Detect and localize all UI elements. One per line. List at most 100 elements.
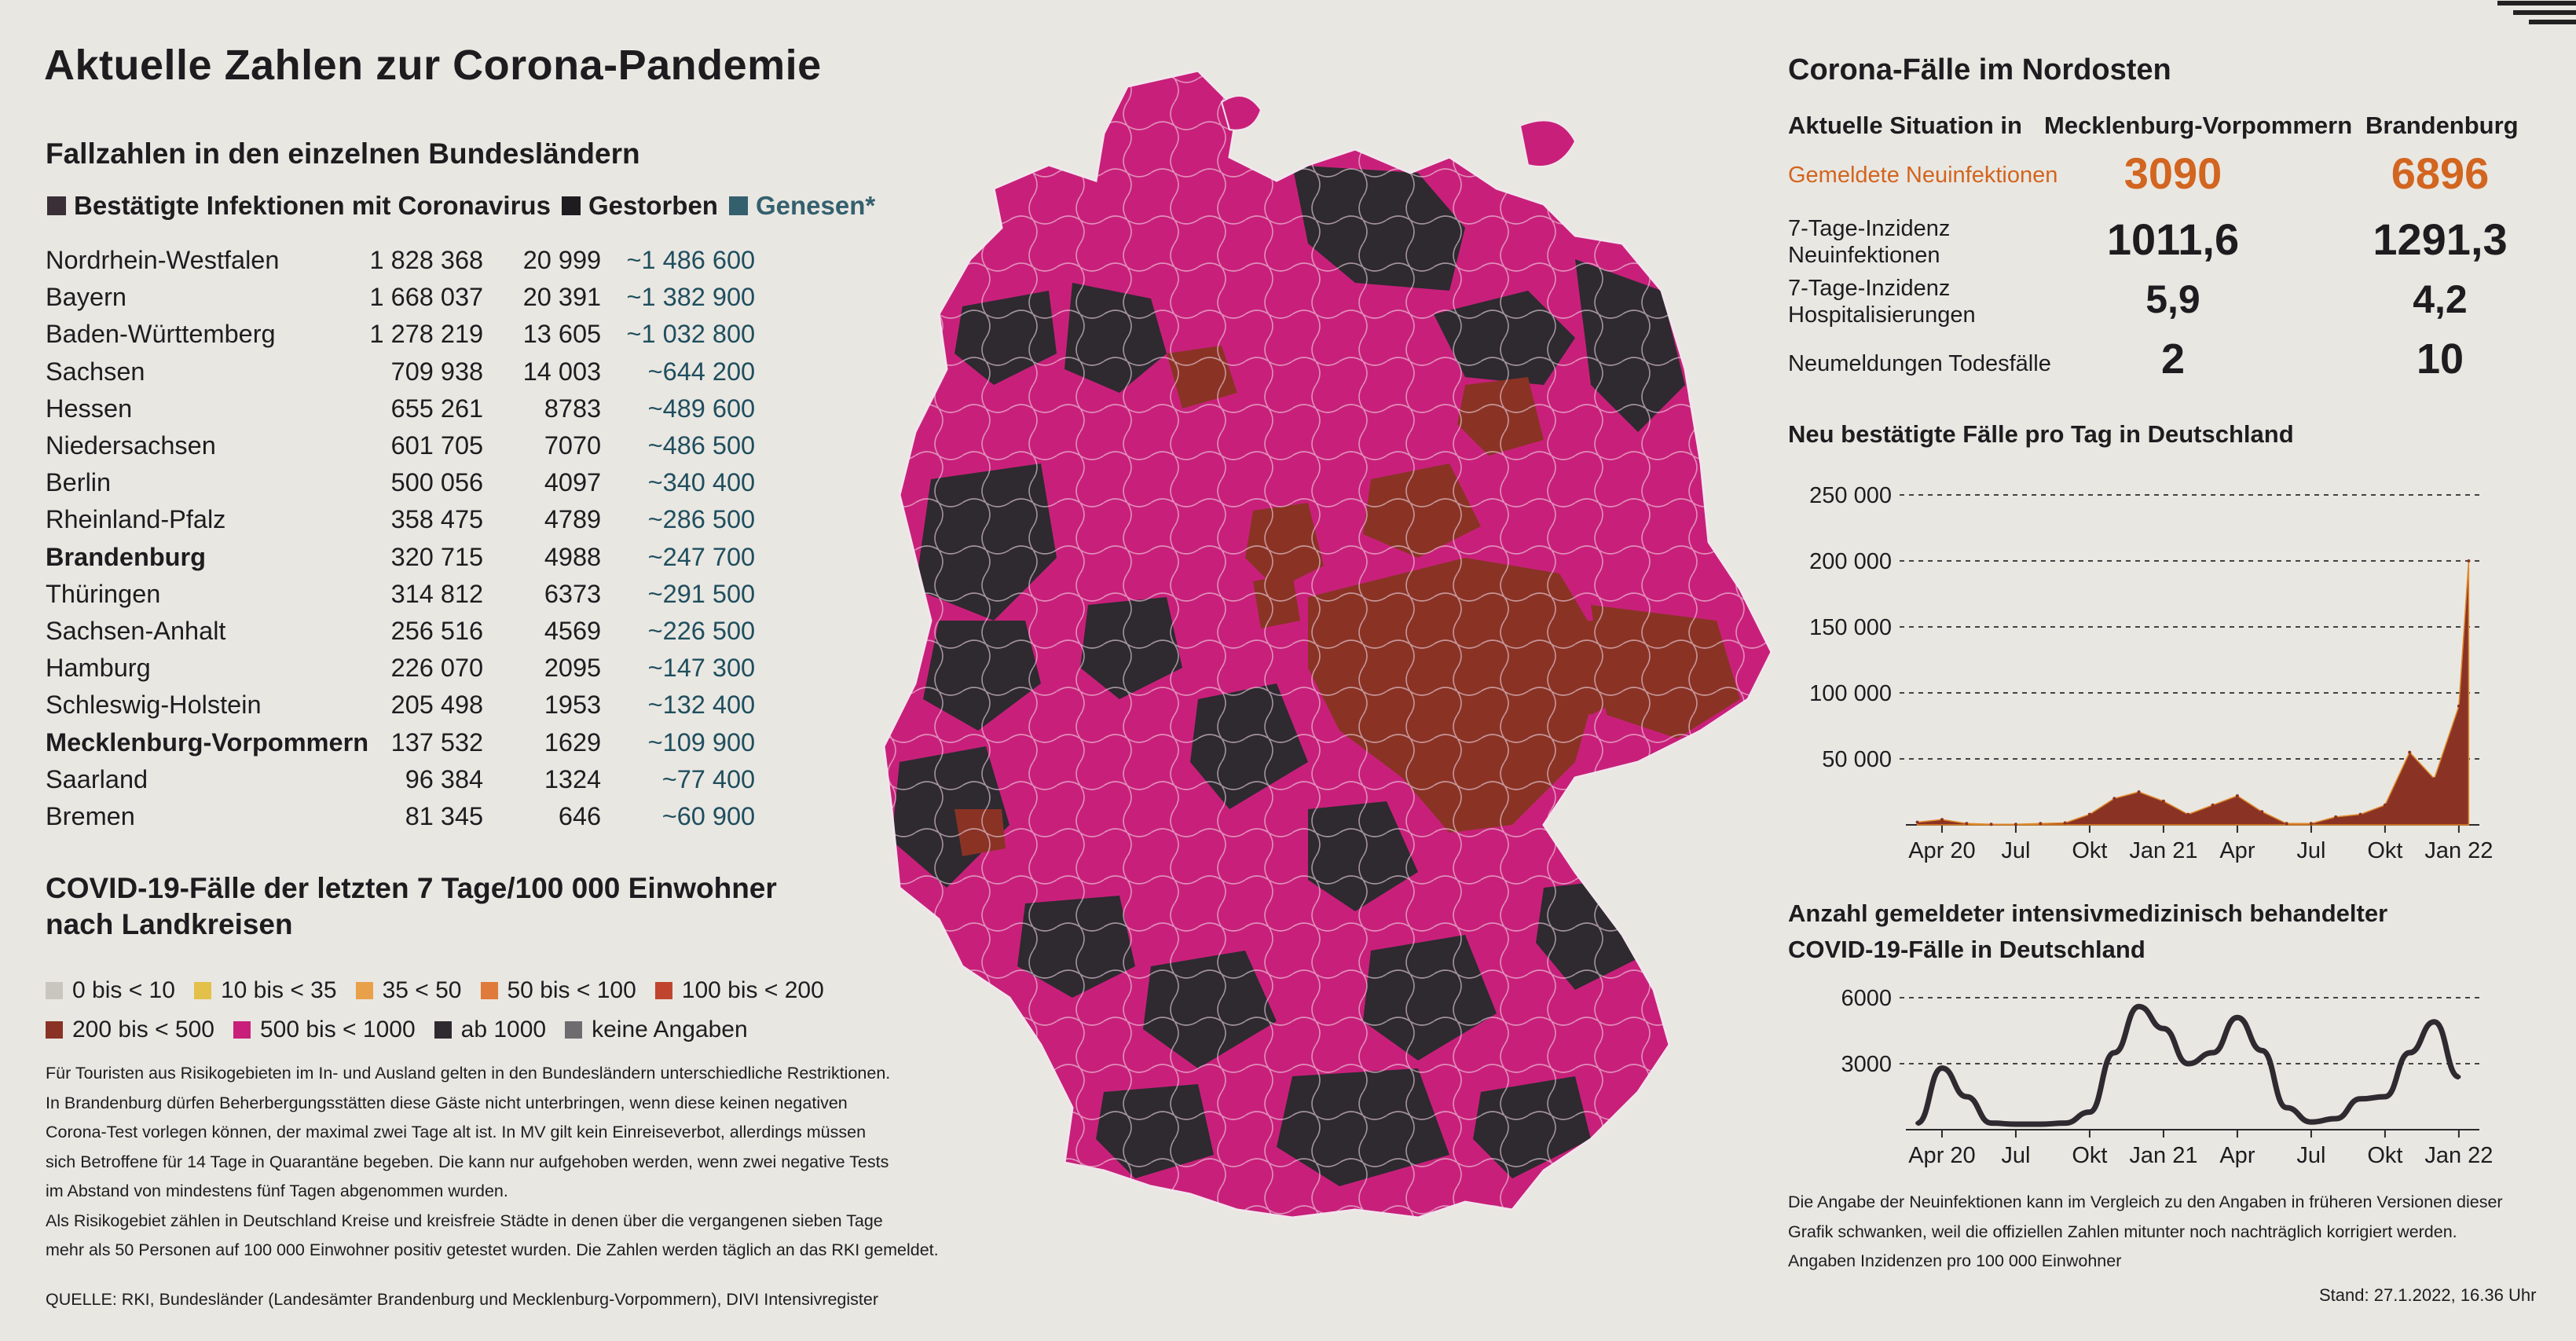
data-point [2309,822,2313,826]
x-tick-label: Apr 20 [1908,1143,1975,1168]
state-row: Nordrhein-Westfalen 1 828 368 20 999 ~1 486… [46,242,755,279]
data-point [2235,1015,2240,1020]
state-deaths: 646 [558,801,602,830]
data-point [2235,794,2239,797]
incidence-legend-item: keine Angaben [565,1017,748,1043]
incidence-legend-item: 100 bis < 200 [654,977,824,1004]
states-heading: Fallzahlen in den einzelnen Bundesländer… [46,137,640,170]
x-tick-label: Jan 22 [2424,1143,2493,1168]
bb-hospitalisierung: 4,2 [2413,277,2468,321]
state-name: Bayern [46,283,126,312]
page-title: Aktuelle Zahlen zur Corona-Pandemie [44,42,822,89]
col-label: Aktuelle Situation in [1788,112,2022,139]
incidence-legend-item: 0 bis < 10 [46,977,175,1004]
legend-swatch [46,1021,63,1039]
x-tick-label: Jul [2296,838,2325,863]
y-tick-label: 250 000 [1809,483,1892,508]
data-point [2014,823,2017,826]
x-tick-label: Apr 20 [1908,838,1975,863]
mv-inzidenz: 1011,6 [2106,214,2240,264]
state-infected: 96 384 [405,764,484,793]
x-tick-label: Jan 22 [2424,838,2493,863]
cases-chart-title: Neu bestätigte Fälle pro Tag in Deutschl… [1788,420,2294,448]
state-name: Thüringen [46,579,161,608]
data-point [2408,750,2412,754]
state-row: Saarland 96 384 1324 ~77 400 [46,761,755,798]
data-point [1989,823,1993,826]
state-recovered: ~1 486 600 [626,246,756,275]
data-point [2358,1097,2363,1101]
state-deaths: 4569 [544,616,602,645]
data-point [2383,1094,2387,1099]
data-point [2161,799,2165,803]
data-point [2457,1075,2461,1079]
source-line: QUELLE: RKI, Bundesländer (Landesämter B… [46,1290,879,1309]
state-name: Niedersachsen [46,431,216,460]
incidence-legend-item: 200 bis < 500 [46,1017,214,1043]
incidence-legend: 0 bis < 10 10 bis < 35 35 < 50 50 bis < 100… [46,971,843,1050]
state-deaths: 4097 [544,468,602,497]
state-recovered: ~109 900 [647,727,756,757]
data-point [2112,797,2116,801]
data-point [2260,810,2264,814]
state-infected: 81 345 [405,801,484,830]
data-point [1964,1094,1969,1099]
state-name: Nordrhein-Westfalen [46,246,280,275]
legend-label: 35 < 50 [382,977,462,1003]
data-point [2087,812,2091,816]
data-point [2186,1061,2190,1066]
state-row: Schleswig-Holstein 205 498 1953 ~132 400 [46,687,755,724]
data-point [2038,1122,2043,1127]
state-name: Brandenburg [46,542,207,571]
incidence-heading: COVID-19-Fälle der letzten 7 Tage/100 00… [46,872,777,940]
incidence-legend-item: 500 bis < 1000 [233,1017,416,1043]
state-row: Bayern 1 668 037 20 391 ~1 382 900 [46,279,755,316]
state-recovered: ~60 900 [661,801,756,830]
state-name: Sachsen [46,357,145,386]
state-recovered: ~291 500 [647,579,756,608]
data-point [2334,815,2338,819]
legend-swatch [233,1021,251,1039]
row-label-hospitalisierung: 7-Tage-Inzidenz Hospitalisierungen [1788,276,1976,328]
state-infected: 314 812 [390,579,484,608]
x-tick-label: Jan 21 [2129,838,2197,863]
legend-label: 500 bis < 1000 [259,1017,416,1042]
x-tick-label: Jul [2001,1143,2030,1168]
state-infected: 226 070 [390,654,484,683]
x-tick-label: Okt [2072,838,2107,863]
state-deaths: 20 999 [522,246,602,275]
data-point [1915,820,1919,824]
data-point [2211,803,2215,807]
state-infected: 709 938 [390,357,484,386]
legend-swatch [46,982,63,999]
state-name: Berlin [46,468,112,497]
y-tick-label: 50 000 [1822,747,1892,772]
x-tick-label: Jul [2296,1143,2325,1168]
data-point [2309,1119,2314,1124]
legend-deaths: Gestorben [561,191,718,221]
state-infected: 1 828 368 [369,246,484,275]
legend-swatch [654,982,672,999]
state-infected: 358 475 [390,505,484,534]
data-point [1965,822,1969,826]
data-point [1940,1066,1944,1071]
data-point [2407,1050,2412,1055]
incidence-legend-item: 50 bis < 100 [480,977,636,1004]
states-legend: Bestätigte Infektionen mit Coronavirus G… [47,191,886,221]
state-recovered: ~486 500 [647,431,756,460]
data-point [2358,812,2362,816]
state-recovered: ~489 600 [647,394,756,423]
state-deaths: 1953 [544,691,602,720]
state-recovered: ~132 400 [647,691,756,720]
state-row: Sachsen 709 938 14 003 ~644 200 [46,354,755,390]
state-recovered: ~77 400 [661,764,756,793]
data-point [2211,1050,2215,1055]
data-point [2285,1105,2289,1110]
footnote: Die Angabe der Neuinfektionen kann im Ve… [1788,1193,2503,1270]
state-row: Bremen 81 345 646 ~60 900 [46,798,755,835]
icu-chart-title: Anzahl gemeldeter intensivmedizinisch be… [1788,899,2388,963]
state-recovered: ~247 700 [647,542,756,571]
data-point [2259,1048,2264,1053]
legend-label: 10 bis < 35 [220,977,337,1003]
bb-inzidenz: 1291,3 [2373,214,2508,264]
